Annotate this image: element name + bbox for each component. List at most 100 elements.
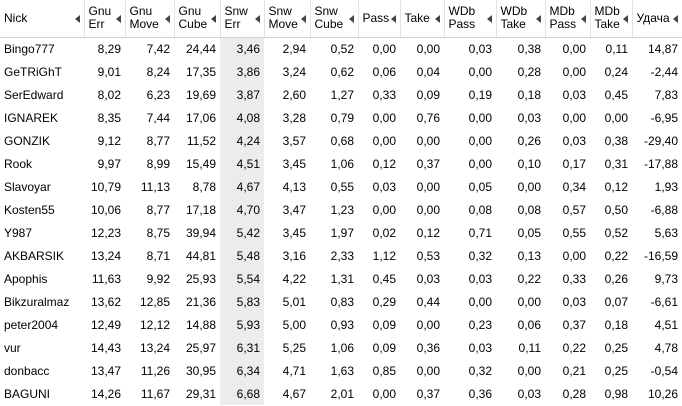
column-header[interactable]: Snw Move [264,0,311,38]
table-cell: 0,00 [468,156,492,171]
table-row[interactable]: GeTRiGhT 9,01 8,24 17,35 3,86 3,24 0,62 0,06 0,0… [0,60,682,83]
column-header[interactable]: Snw Cube [310,0,359,38]
table-cell: 17,06 [185,110,216,125]
column-header[interactable]: MDb Pass [545,0,591,38]
table-cell: 5,42 [220,221,264,244]
column-header[interactable]: Snw Err [220,0,265,38]
table-cell: 2,94 [282,41,306,56]
table-row[interactable]: peter2004 12,49 12,12 14,88 5,93 5,00 0,93 0,09… [0,313,682,336]
table-cell: 4,67 [220,175,264,198]
table-cell: 0,25 [604,340,628,355]
table-cell: 0,00 [372,202,396,217]
sort-arrow[interactable] [535,15,541,23]
sort-arrow[interactable] [580,15,586,23]
sort-arrow[interactable] [622,15,628,23]
column-header[interactable]: Gnu Move [125,0,175,38]
table-cell: 0,36 [468,386,492,401]
column-header[interactable]: Gnu Err [84,0,126,38]
table-cell: 0,37 [562,317,586,332]
sort-arrow[interactable] [434,15,440,23]
table-cell: 0,09 [372,340,396,355]
table-cell: vur [4,340,21,355]
table-cell: 8,24 [146,64,170,79]
table-cell: 4,51 [654,317,678,332]
table-row[interactable]: BAGUNI 14,26 11,67 29,31 6,68 4,67 2,01 0,00 0,3… [0,382,682,405]
table-cell: 0,00 [372,133,396,148]
table-row[interactable]: Kosten55 10,06 8,77 17,18 4,70 3,47 1,23 0,00 0,… [0,198,682,221]
table-row[interactable]: SerEdward 8,02 6,23 19,69 3,87 2,60 1,27 0,33 0,… [0,83,682,106]
table-row[interactable]: Bingo777 8,29 7,42 24,44 3,46 2,94 0,52 0,00 0,0… [0,37,682,60]
table-cell: 2,01 [330,386,354,401]
table-row[interactable]: Slavoyar 10,79 11,13 8,78 4,67 4,13 0,55 0,03 0,… [0,175,682,198]
sort-arrow[interactable] [254,15,260,23]
table-cell: 0,24 [604,64,628,79]
sort-arrow[interactable] [210,15,216,23]
table-cell: Bikzuralmaz [4,294,70,309]
table-row[interactable]: donbacc 13,47 11,26 30,95 6,34 4,71 1,63 0,85 0,… [0,359,682,382]
table-cell: 8,77 [146,133,170,148]
column-header[interactable]: WDb Pass [444,0,497,38]
column-header[interactable]: Удача [632,0,682,38]
table-row[interactable]: vur 14,43 13,24 25,97 6,31 5,25 1,06 0,09 0,36 0,… [0,336,682,359]
column-header[interactable]: Nick [0,0,85,38]
table-cell: 9,12 [97,133,121,148]
table-cell: 0,00 [416,133,440,148]
sort-arrow[interactable] [115,15,121,23]
table-cell: 0,03 [468,271,492,286]
table-row[interactable]: Y987 12,23 8,75 39,94 5,42 3,45 1,97 0,02 0,12 0,… [0,221,682,244]
table-cell: 0,12 [372,156,396,171]
table-cell: 0,22 [604,248,628,263]
table-cell: 0,25 [604,363,628,378]
table-cell: 14,26 [90,386,121,401]
table-cell: 1,97 [330,225,354,240]
table-cell: 10,06 [90,202,121,217]
header-label: WDb Pass [448,4,476,32]
header-label: Удача [636,10,670,25]
table-cell: 0,32 [468,248,492,263]
table-cell: 0,37 [416,386,440,401]
table-cell: 4,78 [654,340,678,355]
sort-arrow[interactable] [672,15,678,23]
table-cell: 39,94 [185,225,216,240]
table-cell: 0,68 [330,133,354,148]
table-cell: 0,03 [468,340,492,355]
sort-arrow[interactable] [300,15,306,23]
table-cell: 0,71 [468,225,492,240]
table-row[interactable]: Apophis 11,63 9,92 25,93 5,54 4,22 1,31 0,45 0,0… [0,267,682,290]
table-row[interactable]: AKBARSIK 13,24 8,71 44,81 5,48 3,16 2,33 1,12 0,… [0,244,682,267]
table-row[interactable]: GONZIK 9,12 8,77 11,52 4,24 3,57 0,68 0,00 0,00 0… [0,129,682,152]
table-cell: Slavoyar [4,179,51,194]
table-cell: 0,00 [372,41,396,56]
table-cell: 3,87 [220,83,264,106]
table-cell: 0,00 [468,64,492,79]
table-cell: 0,03 [562,87,586,102]
table-cell: 0,33 [562,271,586,286]
table-cell: 0,79 [330,110,354,125]
column-header[interactable]: WDb Take [496,0,546,38]
column-header[interactable]: MDb Take [590,0,633,38]
sort-arrow[interactable] [486,15,492,23]
table-cell: -29,40 [643,133,678,148]
table-cell: -0,54 [650,363,678,378]
table-cell: 4,08 [220,106,264,129]
table-cell: 0,44 [416,294,440,309]
table-row[interactable]: Bikzuralmaz 13,62 12,85 21,36 5,83 5,01 0,83 0,… [0,290,682,313]
header-label: Gnu Move [129,4,159,32]
table-cell: 0,03 [517,110,541,125]
table-cell: 1,06 [330,340,354,355]
sort-arrow[interactable] [164,15,170,23]
column-header[interactable]: Gnu Cube [174,0,221,38]
table-cell: 24,44 [185,41,216,56]
table-cell: 0,33 [372,87,396,102]
sort-arrow[interactable] [348,15,354,23]
table-cell: 9,73 [654,271,678,286]
column-header[interactable]: Take [400,0,445,38]
table-cell: 1,63 [330,363,354,378]
sort-arrow[interactable] [74,15,80,23]
column-header[interactable]: Pass [358,0,401,38]
table-row[interactable]: IGNAREK 8,35 7,44 17,06 4,08 3,28 0,79 0,00 0,76… [0,106,682,129]
sort-arrow[interactable] [390,15,396,23]
table-cell: 2,60 [282,87,306,102]
table-row[interactable]: Rook 9,97 8,99 15,49 4,51 3,45 1,06 0,12 0,37 0,0… [0,152,682,175]
table-cell: 0,38 [604,133,628,148]
